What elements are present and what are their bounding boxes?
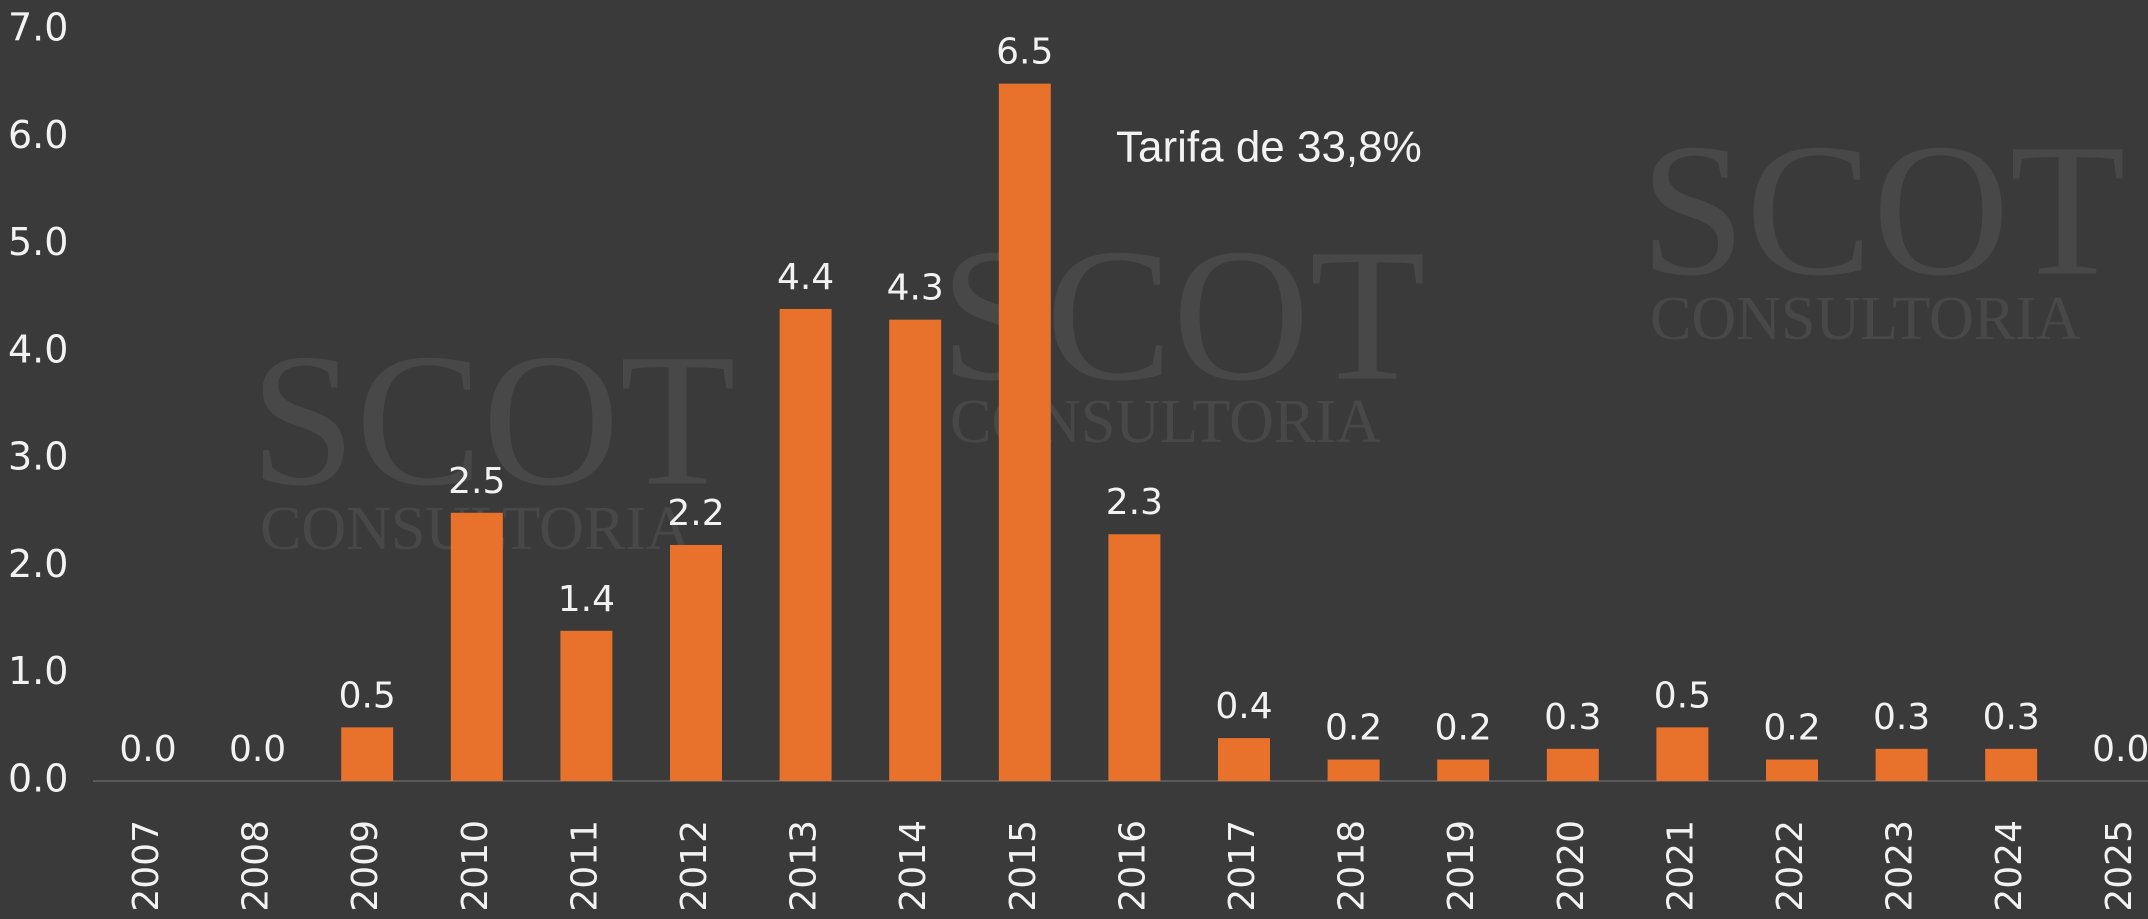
value-label: 0.5 <box>339 675 396 716</box>
chart: SCOT CONSULTORIA SCOT CONSULTORIA SCOT C… <box>0 0 2148 919</box>
bar <box>1985 749 2037 781</box>
value-label: 0.4 <box>1215 686 1272 727</box>
value-label: 2.5 <box>448 461 505 502</box>
value-label: 0.0 <box>119 729 176 770</box>
y-tick-label: 1.0 <box>8 649 68 693</box>
bar <box>1876 749 1928 781</box>
y-tick-label: 2.0 <box>8 542 68 586</box>
value-label: 0.0 <box>229 729 286 770</box>
value-label: 0.3 <box>1983 697 2040 738</box>
x-tick-label: 2023 <box>1880 820 1921 912</box>
x-tick-label: 2011 <box>564 820 605 912</box>
bar <box>560 631 612 781</box>
x-tick-label: 2019 <box>1441 820 1482 912</box>
bar <box>451 513 503 781</box>
bar <box>1766 760 1818 781</box>
bar <box>889 320 941 781</box>
x-tick-label: 2020 <box>1551 820 1592 912</box>
y-tick-label: 5.0 <box>8 220 68 264</box>
bar <box>1437 760 1489 781</box>
bar <box>670 545 722 781</box>
x-tick-label: 2010 <box>455 820 496 912</box>
value-label: 0.3 <box>1873 697 1930 738</box>
watermark-subtitle: CONSULTORIA <box>1650 285 2081 353</box>
y-tick-label: 6.0 <box>8 113 68 157</box>
value-label: 4.4 <box>777 257 834 298</box>
y-tick-label: 4.0 <box>8 327 68 371</box>
watermark-title: SCOT <box>1640 106 2126 316</box>
bar <box>1108 534 1160 781</box>
value-label: 0.2 <box>1763 708 1820 749</box>
x-tick-label: 2012 <box>674 820 715 912</box>
y-tick-label: 3.0 <box>8 435 68 479</box>
value-label: 1.4 <box>558 579 615 620</box>
value-label: 0.0 <box>2092 729 2148 770</box>
annotation: Tarifa de 33,8% <box>1116 123 1422 172</box>
value-label: 2.3 <box>1106 482 1163 523</box>
x-tick-label: 2025 <box>2099 820 2140 912</box>
bar <box>341 727 393 781</box>
x-tick-label: 2021 <box>1660 820 1701 912</box>
value-label: 0.2 <box>1435 708 1492 749</box>
y-tick-label: 0.0 <box>8 757 68 801</box>
bar <box>1218 738 1270 781</box>
x-tick-label: 2008 <box>236 820 277 912</box>
x-tick-label: 2015 <box>1003 820 1044 912</box>
bar <box>1656 727 1708 781</box>
x-tick-label: 2016 <box>1112 820 1153 912</box>
y-tick-label: 7.0 <box>8 6 68 50</box>
x-tick-label: 2009 <box>345 820 386 912</box>
x-tick-label: 2022 <box>1770 820 1811 912</box>
value-label: 4.3 <box>887 268 944 309</box>
x-tick-label: 2013 <box>784 820 825 912</box>
bar <box>999 84 1051 781</box>
value-label: 6.5 <box>996 32 1053 73</box>
value-label: 2.2 <box>667 493 724 534</box>
x-tick-label: 2014 <box>893 820 934 912</box>
x-tick-label: 2024 <box>1989 820 2030 912</box>
x-tick-label: 2018 <box>1332 820 1373 912</box>
bar <box>780 309 832 781</box>
value-label: 0.3 <box>1544 697 1601 738</box>
value-label: 0.2 <box>1325 708 1382 749</box>
bar <box>1328 760 1380 781</box>
x-tick-label: 2007 <box>126 820 167 912</box>
bar <box>1547 749 1599 781</box>
value-label: 0.5 <box>1654 675 1711 716</box>
x-tick-label: 2017 <box>1222 820 1263 912</box>
